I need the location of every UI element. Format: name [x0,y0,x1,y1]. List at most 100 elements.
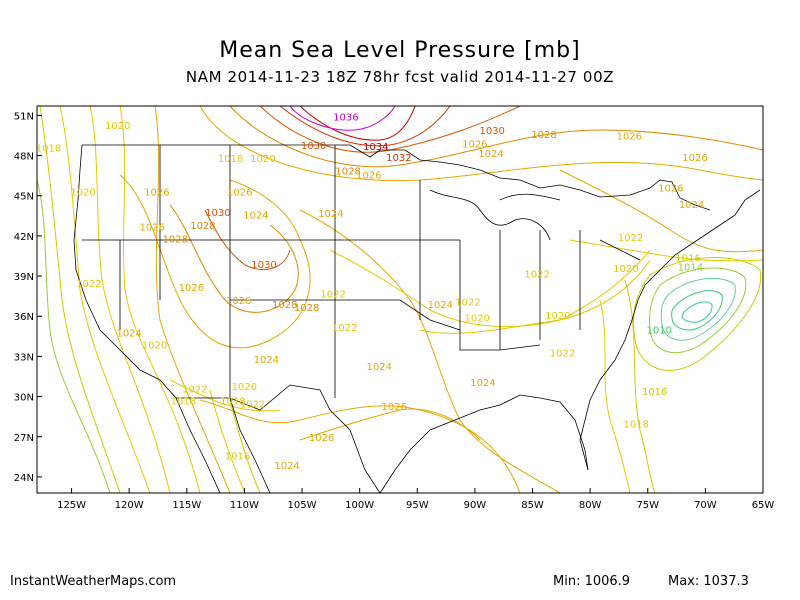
contour-label: 1024 [470,378,495,389]
contour-label: 1024 [428,300,453,311]
isobar-1036-north [289,106,396,131]
isobar-1022 [119,106,201,493]
contour-label: 1024 [478,149,503,160]
contour-label: 1028 [272,300,297,311]
isobar-1018-east [599,299,631,493]
contour-label: 1020 [142,340,167,351]
isobar-1030-basin [204,209,291,270]
mexico-baja-coast [175,397,221,493]
longitude-ticks: 125W 120W 115W 110W 105W 100W 95W 90W 85W 80W 75W 7… [57,488,774,511]
lon-tick-label: 65W [752,500,775,511]
max-pressure: Max: 1037.3 [668,574,749,589]
lon-tick-label: 85W [521,500,544,511]
lon-tick-label: 80W [579,500,602,511]
contour-label: 1026 [658,184,683,195]
contour-label: 1020 [250,154,275,165]
lon-tick-label: 75W [636,500,659,511]
contour-label: 1022 [76,279,101,290]
isobar-1020 [89,106,171,493]
contour-label: 1022 [240,399,265,410]
isobar-1020-central [419,249,651,334]
isobar-1022-east [569,239,763,262]
contour-label: 1028 [335,166,360,177]
canada-east-coast [734,189,761,216]
contour-label: 1034 [363,142,388,153]
us-mexico-border [176,384,381,493]
contour-field [37,106,763,493]
contour-label: 1028 [531,130,556,141]
lat-tick-label: 39N [14,272,34,283]
contour-label: 1028 [190,221,215,232]
lon-tick-label: 70W [694,500,717,511]
contour-label: 1022 [455,298,480,309]
contour-label: 1022 [182,385,207,396]
contour-label: 1024 [274,461,299,472]
contour-label: 1022 [550,348,575,359]
contour-label: 1032 [386,153,411,164]
isobar-1016-mex [229,399,261,493]
lat-tick-label: 27N [14,433,34,444]
contour-label: 1026 [462,140,487,151]
contour-label: 1022 [320,289,345,300]
contour-label: 1024 [318,209,343,220]
lat-tick-label: 36N [14,312,34,323]
contour-label: 1024 [116,328,141,339]
contour-label: 1028 [294,303,319,314]
isobar-1016 [39,106,121,493]
contour-label: 1020 [105,121,130,132]
contour-label: 1016 [675,253,700,264]
borders [73,144,761,493]
gulf-coast [379,394,589,493]
great-lakes [429,189,561,241]
map-title: Mean Sea Level Pressure [mb] [219,38,581,63]
contour-label: 1030 [301,141,326,152]
lat-tick-label: 45N [14,192,34,203]
isobar-1026-basin [119,174,311,349]
contour-label: 1022 [332,323,357,334]
lon-tick-label: 120W [115,500,144,511]
contour-label: 1018 [218,154,243,165]
isobar-1016-low [632,257,762,371]
isobar-1022-south [169,379,281,412]
contour-label: 1024 [367,362,392,373]
contour-label: 1020 [545,311,570,322]
lon-tick-label: 90W [464,500,487,511]
lon-tick-label: 95W [406,500,429,511]
contour-label: 1026 [309,433,334,444]
contour-label: 1010 [647,326,672,337]
isobar-1024-south [199,399,521,493]
lat-tick-label: 48N [14,152,34,163]
contour-label: 1024 [679,200,704,211]
contour-label: 1018 [36,144,61,155]
isobar-1024-east [559,169,763,253]
contour-labels: 1036103410321030103010281028102810261026… [36,113,708,472]
lon-tick-label: 105W [288,500,317,511]
lat-tick-label: 30N [14,393,34,404]
contour-label: 1026 [356,170,381,181]
lon-tick-label: 115W [172,500,201,511]
atlantic-coast [579,214,736,471]
isobar-1028-north [229,106,763,168]
isobar-1024-west [154,106,231,493]
map-subtitle: NAM 2014-11-23 18Z 78hr fcst valid 2014-… [185,68,615,86]
mexico-mainland-coast [229,397,271,493]
contour-label: 1024 [243,210,268,221]
contour-label: 1026 [144,188,169,199]
contour-label: 1020 [464,314,489,325]
contour-label: 1018 [171,397,196,408]
contour-label: 1026 [682,153,707,164]
isobar-1032-north [279,106,451,147]
us-canada-border [82,144,711,211]
min-pressure: Min: 1006.9 [553,574,631,589]
contour-label: 1028 [163,235,188,246]
contour-label: 1036 [333,113,358,124]
lon-tick-label: 110W [230,500,259,511]
lon-tick-label: 125W [57,500,86,511]
contour-label: 1020 [613,264,638,275]
contour-label: 1022 [524,269,549,280]
isobar-1012-low [660,277,736,341]
lat-tick-label: 42N [14,232,34,243]
isobar-1010-low [671,290,723,331]
isobar-1034-north [299,106,416,141]
